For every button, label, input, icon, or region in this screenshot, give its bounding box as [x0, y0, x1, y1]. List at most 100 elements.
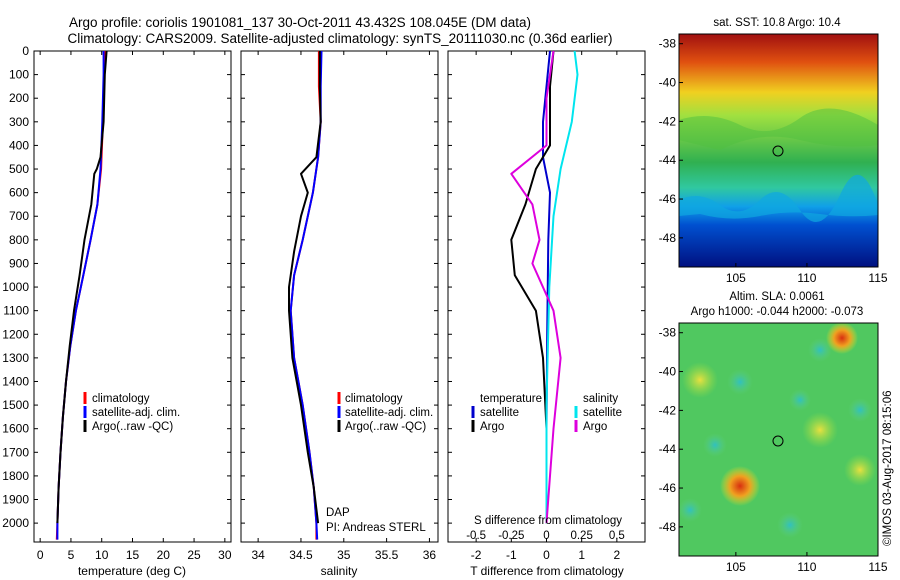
- depth-axis: 0 100 200 300 400 500 600 700 800 900 1000 1100 1200…: [2, 44, 29, 530]
- legend-label: satellite-adj. clim.: [345, 407, 433, 419]
- sla-low-anomaly: [678, 498, 702, 522]
- series-line: [55, 50, 107, 540]
- salinity-panel-frame: [240, 50, 439, 543]
- tdiff-axis-label: T difference from climatology: [470, 564, 624, 578]
- x-tick-label: -1: [506, 548, 517, 562]
- x-tick-label: 35.5: [375, 548, 399, 562]
- x-tick-label: 20: [157, 548, 171, 562]
- panel-ticks: 0 5 10 15 20 25 30 34 34.5 35 35.5 36 -2 -1 0 1 2 -0.5 -0.…: [34, 50, 645, 562]
- depth-tick-label: 1600: [2, 422, 29, 436]
- figure-title-line2: Climatology: CARS2009. Satellite-adjuste…: [67, 31, 612, 46]
- x-tick-label: 34.5: [289, 548, 313, 562]
- series-line: [545, 50, 579, 524]
- series-line: [510, 50, 562, 524]
- legend-label: Argo(..raw -QC): [345, 421, 426, 433]
- sst-band: [679, 108, 878, 150]
- depth-tick-label: 2000: [2, 516, 29, 530]
- depth-tick-label: 500: [9, 162, 29, 176]
- lat-tick-label: -44: [659, 442, 677, 456]
- depth-tick-label: 1900: [2, 493, 29, 507]
- x-tick-label: 5: [68, 548, 75, 562]
- lat-tick-label: -38: [659, 326, 677, 340]
- sla-anomaly: [802, 412, 838, 448]
- sdiff-tick-label: 0.25: [570, 530, 592, 542]
- x-tick-label: 25: [187, 548, 201, 562]
- sst-map-title: sat. SST: 10.8 Argo: 10.4: [713, 17, 841, 29]
- legend-label: Argo(..raw -QC): [92, 421, 173, 433]
- legend-label: Argo: [583, 421, 607, 433]
- x-tick-label: 36: [423, 548, 437, 562]
- sla-map-frame: [678, 322, 879, 557]
- lat-tick-label: -48: [659, 520, 677, 534]
- difference-legend: temperature salinity satellite Argo sate…: [471, 393, 622, 433]
- sst-profile-marker: [772, 145, 784, 157]
- sla-high-anomaly: [720, 466, 760, 506]
- sla-profile-marker: [772, 435, 784, 447]
- lon-tick-label: 110: [797, 271, 816, 285]
- dap-label: DAP: [326, 507, 350, 519]
- depth-tick-label: 300: [9, 115, 29, 129]
- sla-map-title1: Altim. SLA: 0.0061: [729, 291, 824, 303]
- legend-label: satellite: [583, 407, 622, 419]
- depth-tick-label: 600: [9, 186, 29, 200]
- sst-map-frame: [678, 33, 879, 268]
- x-tick-label: 30: [218, 548, 232, 562]
- pi-label: PI: Andreas STERL: [326, 522, 426, 534]
- depth-tick-label: 1400: [2, 374, 29, 388]
- lat-tick-label: -40: [659, 365, 677, 379]
- lat-tick-label: -38: [659, 37, 677, 51]
- lon-tick-label: 115: [868, 560, 887, 574]
- depth-tick-label: 1800: [2, 469, 29, 483]
- legend-label: Argo: [480, 421, 504, 433]
- sla-low-anomaly: [848, 398, 872, 422]
- sla-low-anomaly: [703, 433, 727, 457]
- lon-tick-label: 110: [797, 560, 816, 574]
- sla-anomaly: [844, 454, 876, 486]
- x-tick-label: 34: [251, 548, 265, 562]
- legend-label: climatology: [345, 393, 403, 405]
- legend-label: climatology: [92, 393, 150, 405]
- legend-label: satellite: [480, 407, 519, 419]
- map-ticks: -38 -40 -42 -44 -46 -48 105 110 115 -38 -40 -42 -44 -…: [659, 37, 888, 574]
- lon-tick-label: 115: [868, 271, 887, 285]
- salinity-legend: climatology satellite-adj. clim. Argo(..…: [337, 392, 433, 433]
- series-line: [289, 51, 322, 540]
- sla-low-anomaly: [789, 389, 811, 411]
- temperature-axis-label: temperature (deg C): [78, 564, 186, 578]
- depth-tick-label: 900: [9, 256, 29, 270]
- depth-tick-label: 1700: [2, 445, 29, 459]
- sst-front: [679, 174, 878, 222]
- depth-tick-label: 1100: [3, 304, 29, 318]
- depth-tick-label: 800: [9, 233, 29, 247]
- sla-low-anomaly: [727, 369, 753, 395]
- lat-tick-label: -42: [659, 114, 677, 128]
- depth-tick-label: 400: [9, 138, 29, 152]
- sdiff-axis-label: S difference from climatology: [474, 515, 622, 527]
- sla-low-anomaly: [777, 512, 803, 538]
- imos-watermark: ©IMOS 03-Aug-2017 08:15:06: [882, 390, 894, 546]
- sst-map: [678, 33, 879, 268]
- legend-label: satellite-adj. clim.: [92, 407, 180, 419]
- profile-series: [55, 50, 579, 540]
- sla-anomaly: [682, 362, 718, 398]
- sdiff-tick-label: -0.25: [498, 530, 524, 542]
- series-line: [289, 50, 323, 540]
- diff-legend-header-temperature: temperature: [480, 393, 542, 405]
- depth-tick-label: 1500: [2, 398, 29, 412]
- diff-legend-header-salinity: salinity: [583, 393, 618, 405]
- depth-tick-label: 1300: [2, 351, 29, 365]
- depth-tick-label: 200: [9, 91, 29, 105]
- x-tick-label: 10: [95, 548, 109, 562]
- sla-map: [678, 322, 879, 557]
- lat-tick-label: -46: [659, 481, 677, 495]
- sdiff-tick-label: 0.5: [609, 530, 625, 542]
- lon-tick-label: 105: [726, 560, 746, 574]
- lat-tick-label: -44: [659, 153, 677, 167]
- depth-tick-label: 1200: [2, 327, 29, 341]
- x-tick-label: 15: [126, 548, 140, 562]
- sdiff-tick-label: -0.5: [466, 530, 486, 542]
- series-line: [56, 51, 105, 540]
- lat-tick-label: -46: [659, 192, 677, 206]
- x-tick-label: 0: [37, 548, 44, 562]
